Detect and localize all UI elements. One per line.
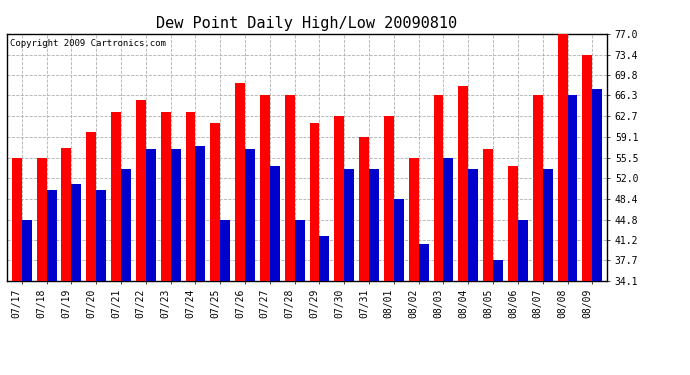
Bar	[567, 96, 578, 281]
Bar	[86, 132, 96, 281]
Bar	[136, 100, 146, 281]
Bar	[285, 96, 295, 281]
Bar	[483, 149, 493, 281]
Bar	[384, 116, 394, 281]
Bar	[37, 158, 47, 281]
Bar	[369, 170, 379, 281]
Bar	[469, 170, 478, 281]
Bar	[12, 158, 22, 281]
Bar	[558, 34, 567, 281]
Bar	[433, 96, 444, 281]
Bar	[582, 54, 592, 281]
Bar	[245, 149, 255, 281]
Bar	[220, 219, 230, 281]
Bar	[111, 112, 121, 281]
Bar	[543, 170, 553, 281]
Bar	[47, 189, 57, 281]
Bar	[335, 116, 344, 281]
Bar	[61, 148, 71, 281]
Bar	[96, 189, 106, 281]
Bar	[310, 123, 319, 281]
Bar	[146, 149, 156, 281]
Title: Dew Point Daily High/Low 20090810: Dew Point Daily High/Low 20090810	[157, 16, 457, 31]
Bar	[359, 137, 369, 281]
Bar	[493, 261, 503, 281]
Bar	[394, 199, 404, 281]
Bar	[71, 184, 81, 281]
Bar	[319, 236, 329, 281]
Bar	[592, 88, 602, 281]
Bar	[235, 83, 245, 281]
Bar	[270, 166, 279, 281]
Bar	[518, 219, 528, 281]
Bar	[210, 123, 220, 281]
Bar	[195, 146, 206, 281]
Bar	[22, 219, 32, 281]
Bar	[260, 96, 270, 281]
Bar	[344, 170, 354, 281]
Bar	[295, 219, 304, 281]
Bar	[458, 86, 469, 281]
Bar	[121, 170, 131, 281]
Text: Copyright 2009 Cartronics.com: Copyright 2009 Cartronics.com	[10, 39, 166, 48]
Bar	[170, 149, 181, 281]
Bar	[408, 158, 419, 281]
Bar	[533, 96, 543, 281]
Bar	[419, 244, 428, 281]
Bar	[508, 166, 518, 281]
Bar	[161, 112, 170, 281]
Bar	[186, 112, 195, 281]
Bar	[444, 158, 453, 281]
